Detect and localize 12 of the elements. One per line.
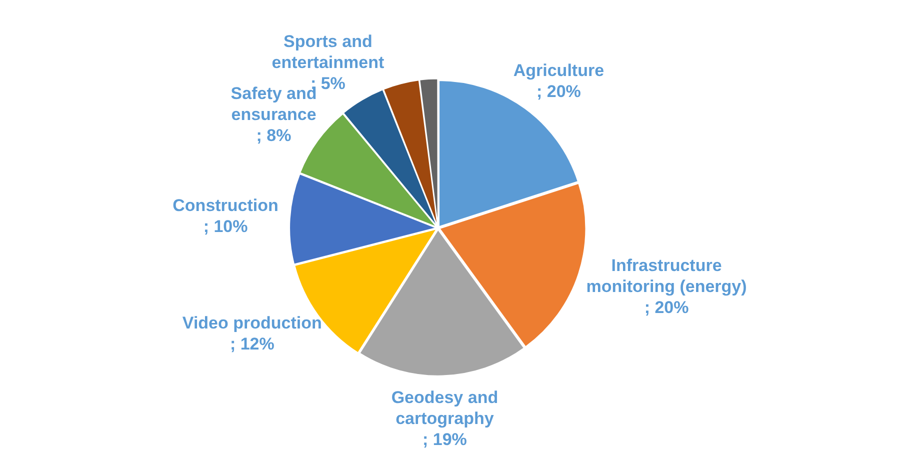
slice-label: Sports and entertainment — [272, 32, 384, 72]
data-label: ; 20% — [536, 82, 581, 101]
data-label: ; 8% — [256, 126, 292, 146]
slice-label: Agriculture — [513, 60, 604, 80]
data-label: ; 10% — [203, 216, 248, 236]
data-label: ; 20% — [644, 298, 689, 317]
slice-label: Geodesy and cartography — [391, 388, 498, 428]
data-label: ; 12% — [230, 334, 274, 354]
slice-label: Video production — [182, 314, 322, 333]
data-label: ; 19% — [422, 430, 467, 450]
slice-label: Infrastructure monitoring (energy) — [586, 256, 747, 296]
slice-label: Construction — [172, 196, 278, 215]
